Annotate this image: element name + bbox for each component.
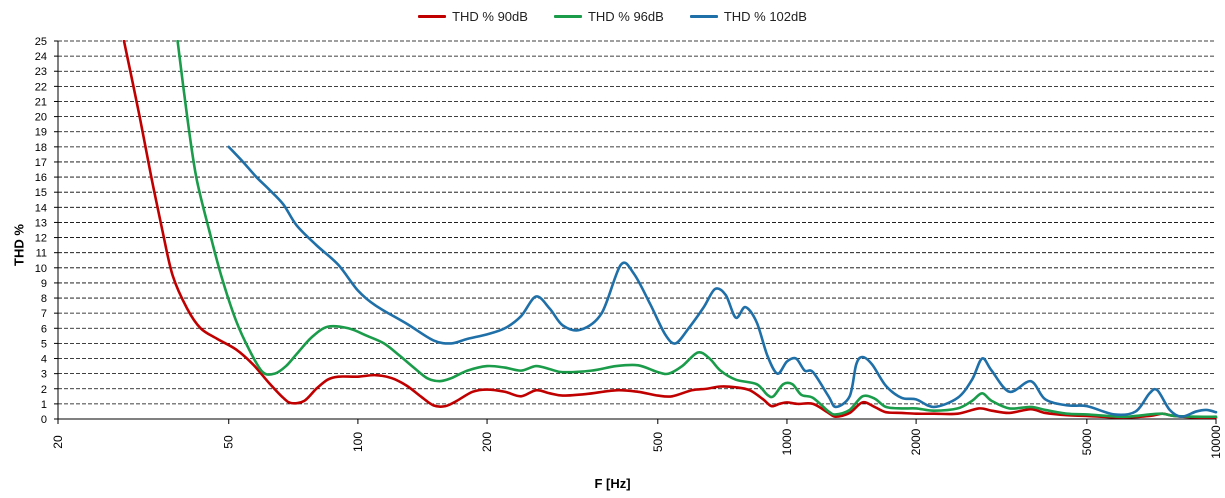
x-tick-label-10000: 10000: [1209, 425, 1223, 459]
y-tick-label-12: 12: [35, 233, 47, 245]
y-tick-label-14: 14: [35, 202, 47, 214]
legend-item-102db: THD % 102dB: [689, 6, 807, 26]
y-tick-label-11: 11: [36, 248, 47, 260]
y-tick-label-7: 7: [41, 308, 47, 320]
y-tick-label-0: 0: [41, 414, 47, 426]
y-tick-label-8: 8: [41, 293, 47, 305]
y-tick-label-2: 2: [41, 384, 47, 396]
y-tick-label-6: 6: [41, 323, 47, 335]
y-tick-label-1: 1: [41, 399, 47, 411]
x-tick-label-500: 500: [651, 432, 665, 452]
x-tick-label-20: 20: [51, 435, 65, 449]
x-tick-label-5000: 5000: [1080, 428, 1094, 455]
y-tick-label-17: 17: [35, 157, 47, 169]
y-tick-label-19: 19: [35, 127, 47, 139]
y-tick-label-13: 13: [35, 217, 47, 229]
legend-label-90db: THD % 90dB: [452, 8, 528, 24]
x-tick-label-2000: 2000: [909, 428, 923, 455]
y-tick-label-18: 18: [35, 142, 47, 154]
y-tick-label-23: 23: [35, 66, 47, 78]
x-tick-label-1000: 1000: [780, 428, 794, 455]
x-tick-label-100: 100: [351, 432, 365, 452]
series-line-102db: [227, 145, 1218, 419]
y-tick-label-3: 3: [41, 369, 47, 381]
y-tick-label-5: 5: [41, 338, 47, 350]
y-tick-label-4: 4: [41, 354, 47, 366]
legend-swatch-96db: [553, 14, 582, 18]
y-axis-title: THD %: [11, 224, 27, 266]
y-tick-label-20: 20: [35, 112, 47, 124]
y-axis-title-wrap: THD %: [4, 160, 34, 330]
legend-item-90db: THD % 90dB: [418, 6, 528, 26]
y-tick-label-24: 24: [35, 51, 47, 63]
y-tick-label-9: 9: [41, 278, 47, 290]
series-line-90db: [122, 40, 1218, 419]
legend-label-102db: THD % 102dB: [723, 8, 807, 24]
legend-swatch-102db: [689, 14, 718, 18]
series-line-96db: [176, 40, 1218, 419]
x-tick-label-50: 50: [222, 435, 236, 449]
y-tick-label-25: 25: [35, 36, 47, 48]
y-tick-label-10: 10: [35, 263, 47, 275]
y-tick-label-15: 15: [35, 187, 47, 199]
x-tick-label-200: 200: [480, 432, 494, 452]
legend-label-96db: THD % 96dB: [587, 8, 664, 24]
y-tick-label-21: 21: [35, 96, 47, 108]
legend-swatch-90db: [418, 14, 447, 18]
legend: THD % 90dB THD % 96dB THD % 102dB: [0, 6, 1225, 26]
x-axis-title: F [Hz]: [594, 476, 631, 491]
legend-item-96db: THD % 96dB: [553, 6, 664, 26]
y-tick-label-16: 16: [35, 172, 47, 184]
y-tick-label-22: 22: [35, 81, 47, 93]
